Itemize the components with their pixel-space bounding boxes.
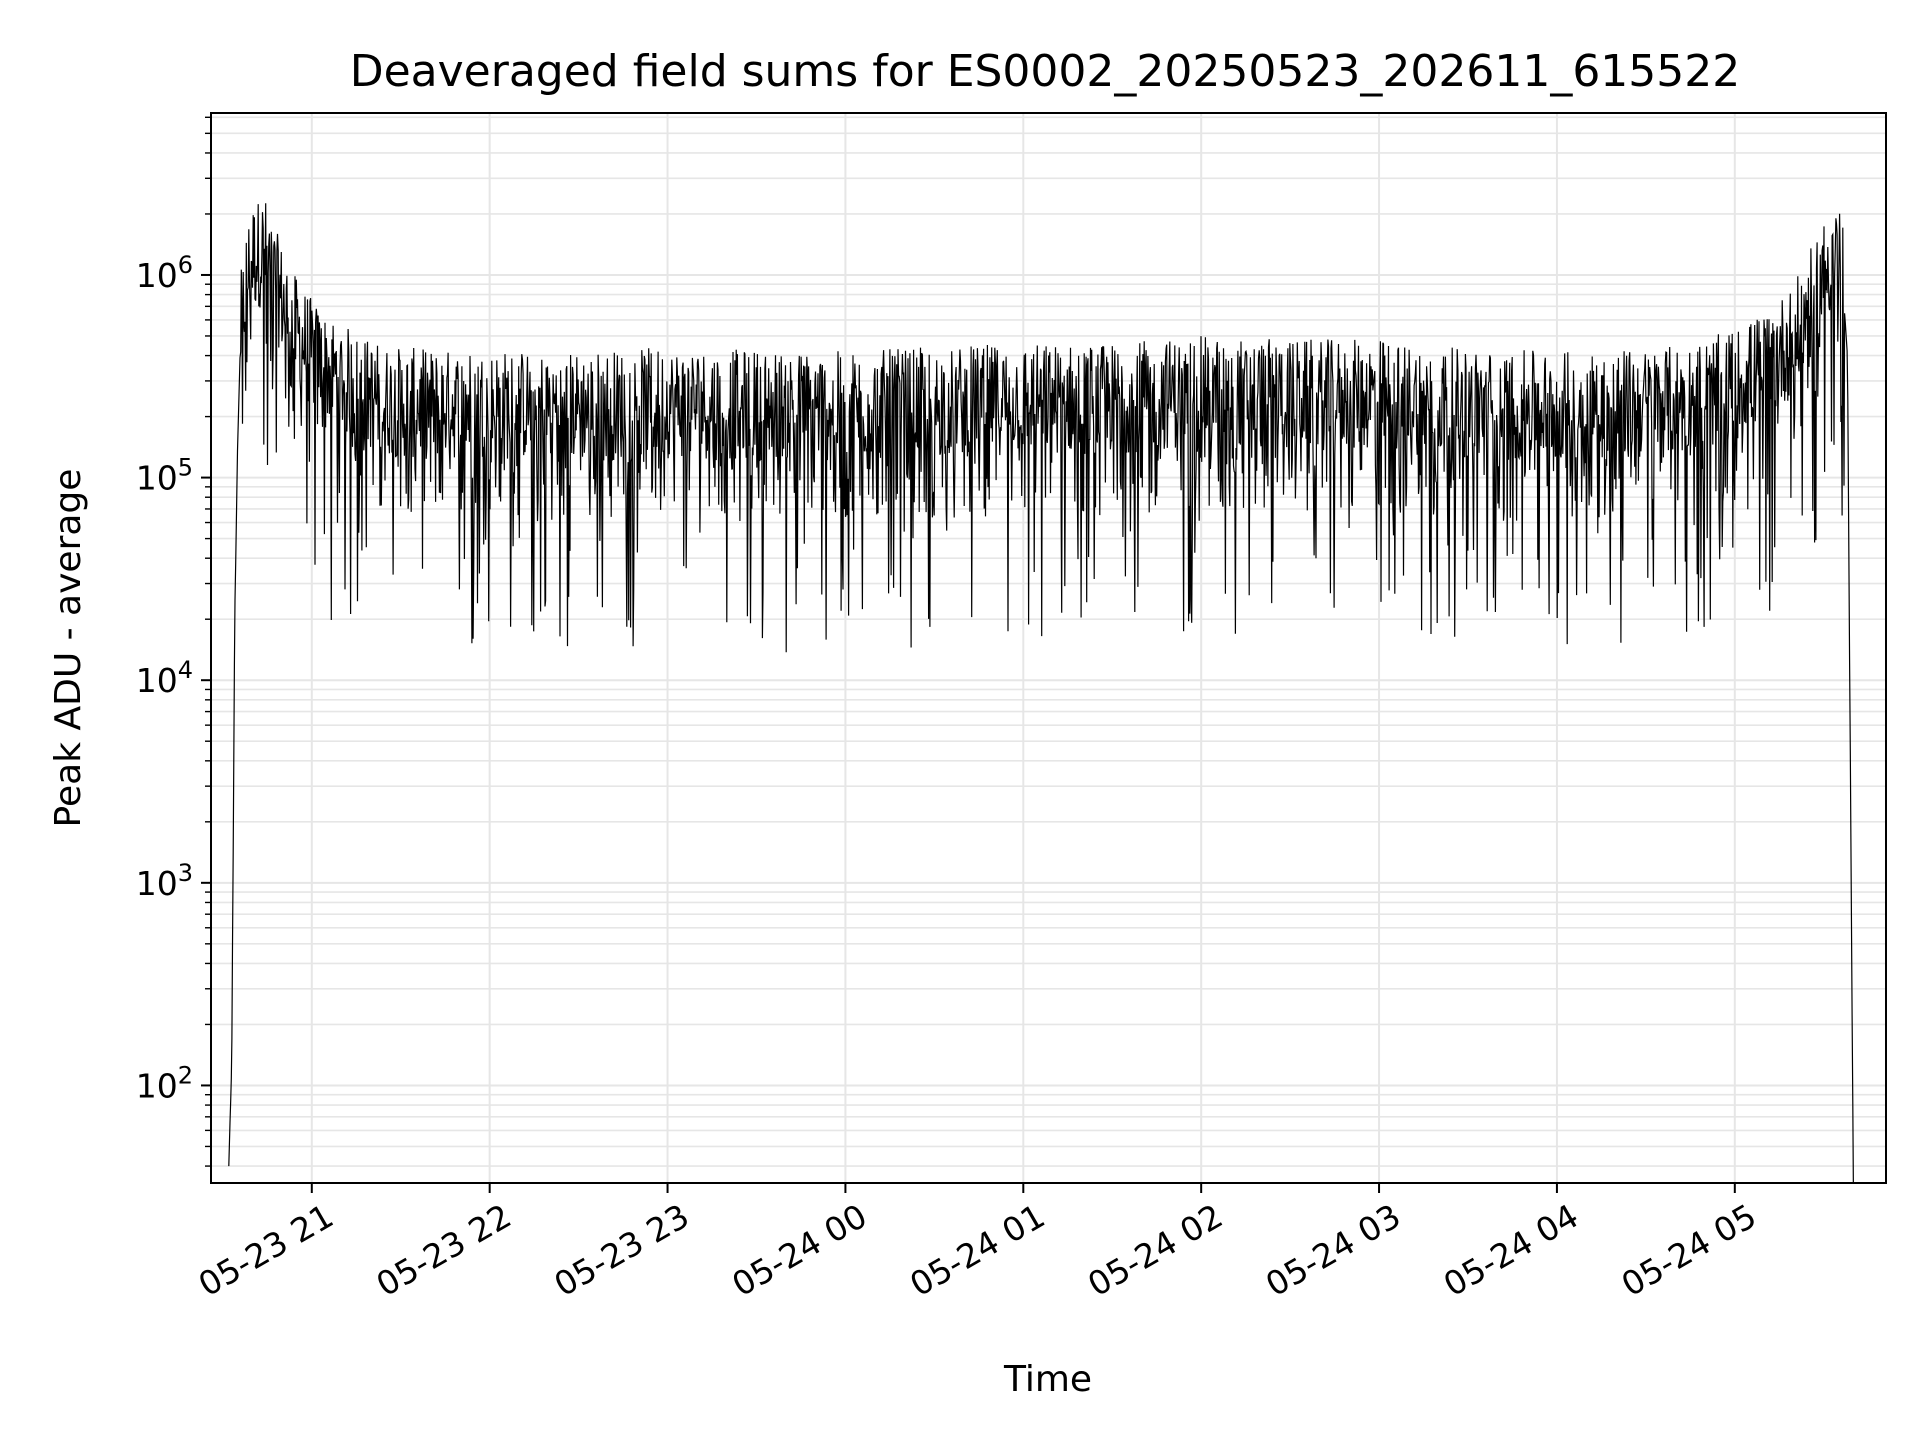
x-tick-label: 05-23 21 (192, 1196, 340, 1304)
x-tick-label: 05-24 02 (1081, 1196, 1229, 1304)
y-tick-label: 103 (136, 859, 193, 903)
x-axis-title: Time (1003, 1359, 1092, 1400)
y-axis-title: Peak ADU - average (48, 469, 89, 828)
x-tick-label: 05-24 05 (1615, 1196, 1763, 1304)
x-axis: 05-23 21 05-23 22 05-23 23 05-24 00 05-24 01… (192, 1183, 1763, 1304)
y-tick-label: 105 (136, 454, 193, 498)
series-line (228, 203, 1854, 1183)
y-axis: 102 103 104 105 106 (136, 116, 211, 1167)
x-tick-label: 05-24 00 (725, 1196, 873, 1304)
chart-title: Deaveraged field sums for ES0002_2025052… (350, 46, 1741, 97)
x-tick-label: 05-23 22 (370, 1196, 518, 1304)
x-tick-label: 05-24 03 (1259, 1196, 1407, 1304)
x-tick-label: 05-24 01 (903, 1196, 1051, 1304)
plot-frame (210, 112, 1887, 1184)
x-tick-label: 05-24 04 (1437, 1196, 1585, 1304)
y-tick-label: 102 (136, 1061, 193, 1105)
y-tick-label: 104 (136, 656, 193, 700)
grid-lines (211, 113, 1886, 1183)
y-tick-label: 106 (136, 251, 193, 295)
x-tick-label: 05-23 23 (548, 1196, 696, 1304)
series-layer (228, 203, 1854, 1183)
